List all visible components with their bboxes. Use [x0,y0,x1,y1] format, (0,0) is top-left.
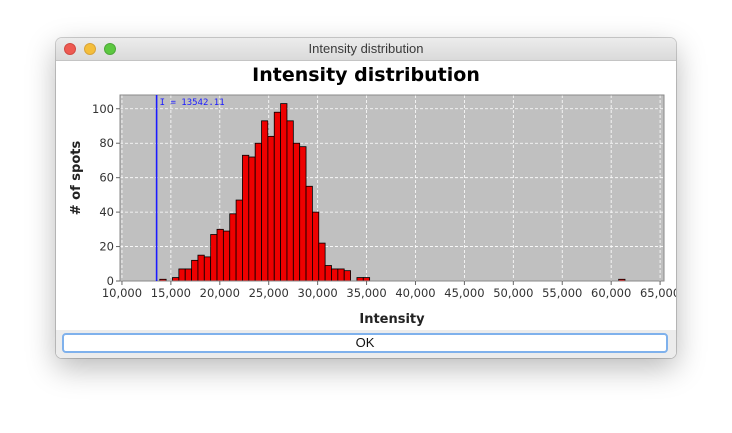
x-tick-label: 50,000 [493,286,533,300]
histogram-bar [197,254,205,282]
maximize-window-button[interactable] [104,43,116,55]
histogram-bar [235,199,243,282]
y-tick-label: 40 [99,205,114,219]
x-tick-label: 10,000 [102,286,142,300]
histogram-bar [356,277,364,282]
histogram-bar [172,277,180,282]
histogram-bar [318,242,326,282]
dialog-window: Intensity distribution Intensity distrib… [56,38,676,358]
histogram-bar [178,268,186,282]
window-title: Intensity distribution [308,41,424,56]
histogram-bar [242,154,250,282]
button-bar: OK [56,330,676,358]
histogram-bar [229,213,237,282]
minimize-window-button[interactable] [84,43,96,55]
y-tick-label: 80 [99,136,114,150]
plot-area: I = 13542.11 10,000 15,000 20,000 25,000 30,0… [92,94,676,300]
x-tick-label: 65,000 [640,286,676,300]
x-tick-label: 25,000 [249,286,289,300]
y-axis-label: # of spots [69,141,84,216]
y-tick-label: 100 [92,102,114,116]
x-tick-label: 15,000 [151,286,191,300]
histogram-bar [286,120,294,282]
histogram-bar [337,268,345,282]
chart-title: Intensity distribution [252,64,480,86]
histogram-bar [362,277,371,282]
histogram-bar [222,230,231,282]
close-window-button[interactable] [64,43,76,55]
y-tick-label: 0 [107,274,114,288]
histogram-bar [248,156,256,282]
x-tick-label: 55,000 [542,286,582,300]
dialog-content: Intensity distribution # of spots Intens… [56,61,676,358]
histogram-bar [267,135,275,282]
y-tick-label: 60 [99,171,114,185]
ok-button[interactable]: OK [62,333,668,353]
y-tick-label: 20 [99,240,114,254]
x-tick-label: 20,000 [200,286,240,300]
plot-frame [119,94,665,282]
histogram-bar [184,268,192,282]
x-tick-label: 45,000 [444,286,484,300]
x-tick-label: 60,000 [591,286,631,300]
histogram-bar [203,256,212,282]
histogram-bar [210,234,218,282]
histogram-bar [280,103,288,282]
x-tick-label: 40,000 [395,286,435,300]
title-bar: Intensity distribution [56,38,676,61]
histogram-bar [331,268,339,282]
histogram-bar [191,259,199,282]
histogram-bar [273,111,282,282]
histogram-bar [292,142,301,282]
x-tick-label: 30,000 [298,286,338,300]
histogram-bar [324,265,332,282]
histogram-bar [254,142,262,282]
x-axis-label: Intensity [359,312,425,327]
histogram-bar [312,211,320,282]
plot-background [120,95,664,281]
intensity-histogram-chart: Intensity distribution # of spots Intens… [69,64,676,327]
histogram-bar [305,185,313,282]
histogram-bar [299,146,307,282]
x-tick-label: 35,000 [346,286,386,300]
histogram-bar [216,228,224,282]
histogram-bar [261,120,269,282]
intensity-marker-label: I = 13542.11 [160,98,225,108]
histogram-bar [343,270,351,282]
